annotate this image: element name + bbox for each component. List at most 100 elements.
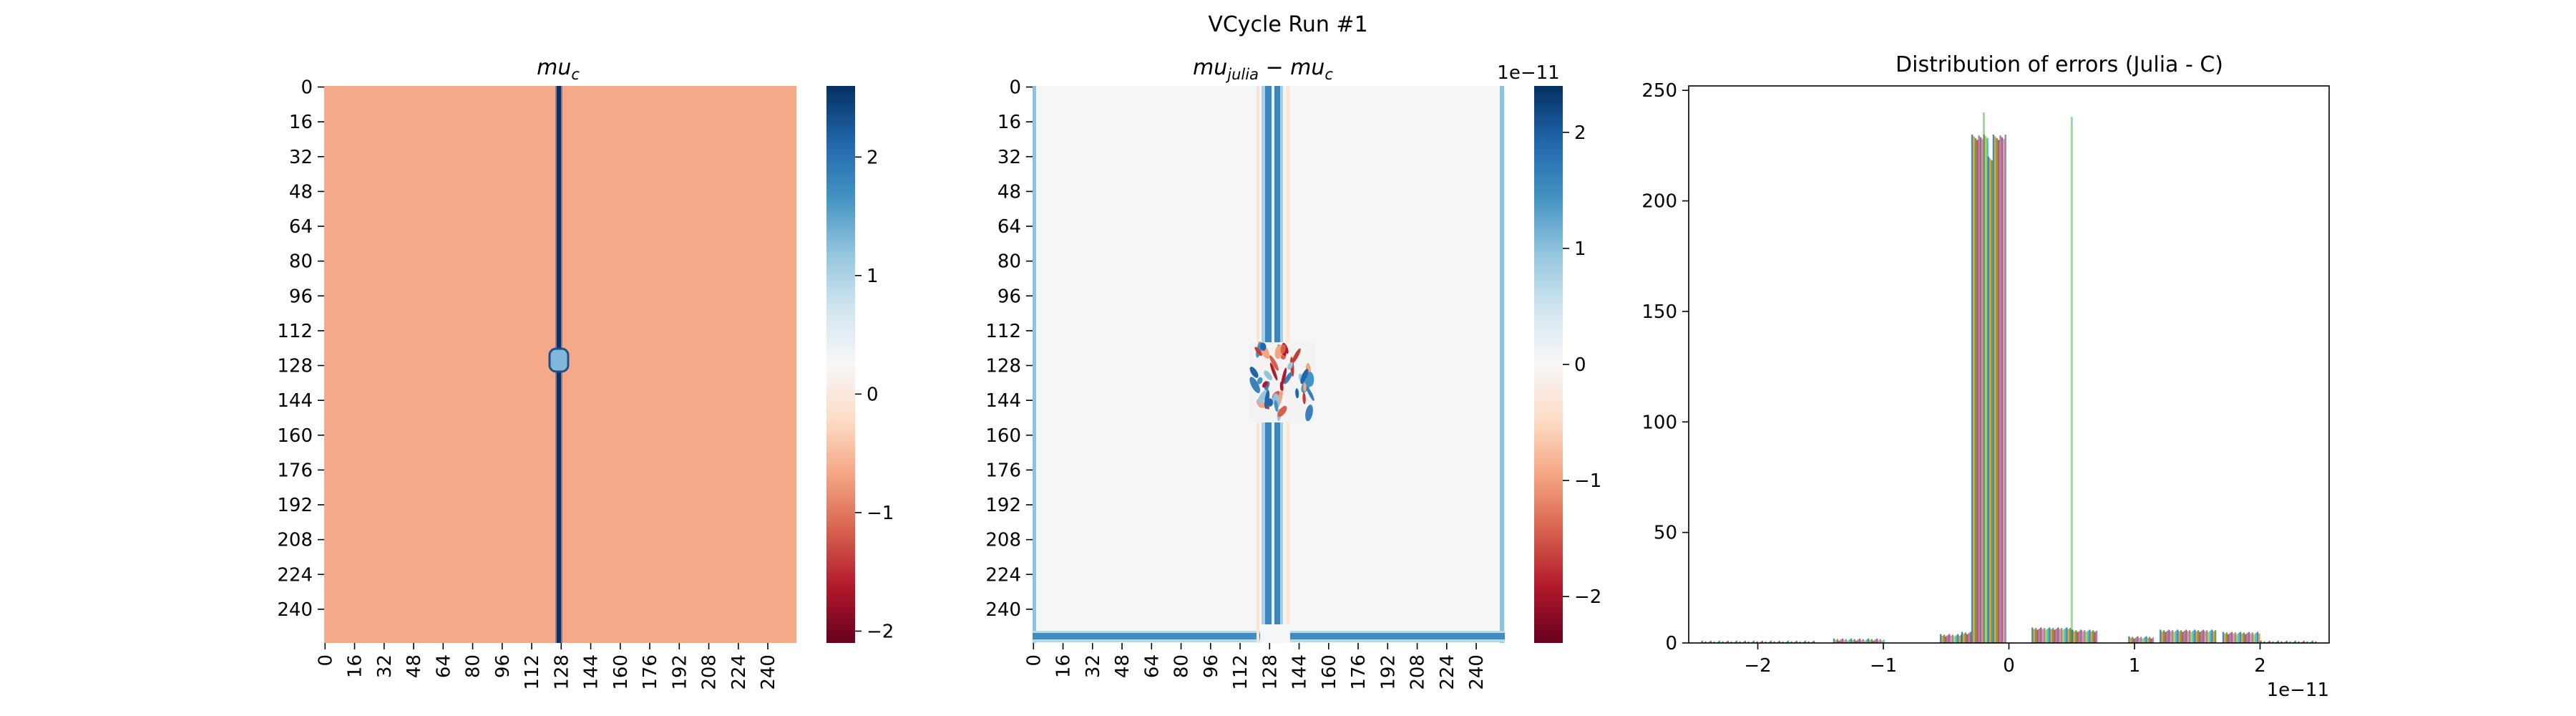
histogram-bar (2165, 632, 2167, 643)
histogram-bar (1879, 639, 1882, 643)
histogram-bar (1845, 639, 1848, 643)
histogram-bar (1961, 632, 1963, 643)
y-tick-label: 176 (277, 460, 313, 481)
histogram-bar (2241, 633, 2243, 643)
histogram-bar (2173, 632, 2175, 643)
histogram-bar (1953, 636, 1956, 643)
histogram-bar (1869, 640, 1871, 643)
histogram-bar (2253, 634, 2255, 643)
histogram-bar (1848, 639, 1850, 643)
histogram-bar (1956, 634, 1959, 643)
histogram-bar (2234, 632, 2237, 643)
histogram-bar (1978, 135, 1980, 643)
patch-blob (1264, 390, 1270, 410)
histogram-bar (1709, 640, 1712, 643)
histogram-bar (1966, 634, 1968, 643)
x-tick-label: 192 (1377, 654, 1399, 690)
x-tick-label: 224 (1437, 654, 1458, 690)
x-tick-label: 176 (1348, 654, 1370, 690)
x-tick-label: 224 (728, 654, 750, 690)
histogram-bar (2004, 134, 2006, 644)
histogram-bar (1996, 137, 1998, 644)
histogram-bar (2066, 627, 2068, 643)
colorbar-tick-label: −1 (867, 503, 894, 524)
histogram-bar (1985, 136, 1987, 643)
histogram-bar (2182, 632, 2184, 643)
histogram-bar (2233, 633, 2235, 643)
histogram-bar (2214, 630, 2217, 643)
y-tick-label: 128 (277, 356, 313, 377)
histogram-bar (2094, 632, 2096, 643)
histogram-bar (2180, 630, 2182, 643)
histogram-bar (2149, 637, 2151, 643)
histogram-bar (1994, 136, 1996, 643)
histogram-bar (2133, 638, 2135, 643)
histogram-bar (2129, 638, 2132, 643)
histogram-bar (1973, 136, 1975, 643)
x-tick-label: 80 (1171, 654, 1193, 678)
heatmap-1-title: muc (537, 55, 580, 83)
histogram-bar (2084, 630, 2086, 643)
histogram-bar (1955, 635, 1957, 643)
colorbar-1-ticks: 2 1 0 −1 −2 (855, 147, 894, 642)
histogram-bar (1727, 640, 1729, 643)
histogram-bar (2090, 631, 2093, 643)
histogram-bar (1813, 640, 1815, 643)
heatmap-2-y-ticks: 0 16 32 48 64 80 96 112 128 144 160 176 192 208 224 240 (985, 77, 1033, 621)
histogram-bar (1883, 639, 1885, 643)
histogram-y-tick-label: 50 (1654, 523, 1677, 544)
colorbar-tick-label: 1 (867, 266, 879, 287)
histogram-bar (2003, 139, 2005, 644)
x-tick-label: 112 (1230, 654, 1252, 690)
patch-blob (1295, 388, 1299, 399)
histogram-bar (1946, 635, 1948, 643)
colorbar-tick-label: −2 (867, 621, 894, 642)
heatmap-2: mujulia − muc 01632486480961121281441601… (985, 55, 1505, 690)
histogram-bar (2268, 640, 2270, 643)
patch-blob (1277, 405, 1287, 417)
x-tick-label: 48 (404, 654, 425, 678)
histogram-bar (1857, 639, 1859, 643)
x-tick-label: 48 (1112, 654, 1133, 678)
histogram-bar (2170, 631, 2172, 643)
y-tick-label: 160 (277, 425, 313, 447)
heatmap-2-x-ticks: 0 16 32 48 64 80 96 112 128 144 160 176 192 208 224 240 (1023, 643, 1488, 690)
histogram-bar (2211, 629, 2213, 643)
x-tick-label: 144 (1289, 654, 1311, 690)
histogram-bar (2251, 632, 2254, 643)
histogram-bar (2188, 630, 2191, 643)
colorbar-tick-label: −1 (1574, 470, 1601, 492)
histogram-bar (2207, 632, 2210, 643)
histogram-spike (1982, 112, 1985, 644)
histogram-bar (2202, 629, 2205, 643)
patch-blob (1269, 355, 1279, 371)
histogram-bar (2190, 632, 2192, 643)
histogram-y-tick-label: 150 (1641, 301, 1677, 323)
histogram-bar (1840, 639, 1842, 643)
histogram-bar (1992, 134, 1995, 644)
histogram-bar (1948, 634, 1951, 643)
histogram-bar (1756, 641, 1758, 643)
histogram-bar (1999, 135, 2001, 643)
histogram-bar (2055, 628, 2058, 643)
histogram-bar (1807, 641, 1810, 643)
histogram-bar (2185, 629, 2187, 643)
histogram-bar (2161, 631, 2163, 643)
histogram-bar (2205, 630, 2208, 643)
histogram-bar (2238, 633, 2240, 643)
histogram-bar (2250, 633, 2252, 643)
heatmap-1-spot (548, 347, 570, 373)
y-tick-label: 112 (985, 321, 1021, 342)
histogram-bar (1875, 638, 1878, 643)
x-tick-label: 80 (463, 654, 484, 678)
histogram-bar (2228, 634, 2230, 643)
x-tick-label: 96 (1201, 654, 1222, 678)
y-tick-label: 96 (997, 286, 1021, 307)
histogram-y-tick-label: 200 (1641, 191, 1677, 213)
heatmap-1: muc 016324864809611212814416017619220822… (277, 55, 796, 690)
x-tick-label: 160 (610, 654, 632, 690)
histogram-bar (1941, 635, 1943, 643)
y-tick-label: 144 (277, 390, 313, 412)
x-tick-label: 64 (1141, 654, 1163, 678)
histogram-bar (2080, 629, 2082, 643)
